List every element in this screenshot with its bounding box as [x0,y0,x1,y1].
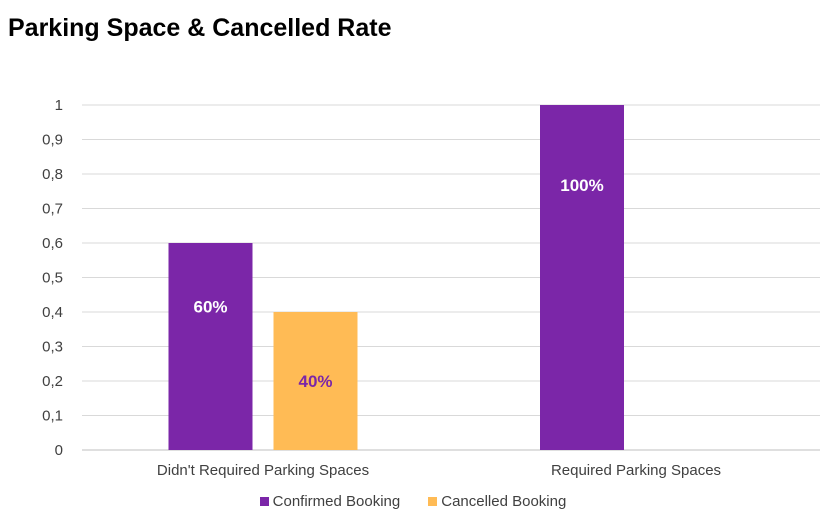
chart-title: Parking Space & Cancelled Rate [8,14,392,42]
x-category-label: Didn't Required Parking Spaces [157,462,369,479]
y-tick-label: 0,1 [42,408,63,425]
y-tick-label: 0,4 [42,304,63,321]
bar [273,312,358,450]
data-label: 60% [193,298,227,317]
legend-swatch-cancelled [428,497,438,506]
y-tick-label: 1 [55,97,63,114]
y-tick-label: 0,3 [42,339,63,356]
bar [540,105,624,450]
legend-item-confirmed: Confirmed Booking [259,493,401,510]
legend-label-cancelled: Cancelled Booking [441,493,567,510]
y-tick-label: 0,7 [42,201,63,218]
y-tick-label: 0,8 [42,166,63,183]
legend-swatch-confirmed [259,497,269,506]
y-tick-label: 0 [55,442,63,459]
y-tick-label: 0,6 [42,235,63,252]
y-tick-label: 0,9 [42,132,63,149]
legend: Confirmed Booking Cancelled Booking [0,493,826,510]
data-label: 40% [298,372,332,391]
data-label: 100% [560,176,603,195]
legend-item-cancelled: Cancelled Booking [428,493,566,510]
legend-label-confirmed: Confirmed Booking [272,493,401,510]
y-tick-label: 0,5 [42,270,63,287]
bar [168,243,253,450]
y-tick-label: 0,2 [42,373,63,390]
x-category-label: Required Parking Spaces [551,462,721,479]
